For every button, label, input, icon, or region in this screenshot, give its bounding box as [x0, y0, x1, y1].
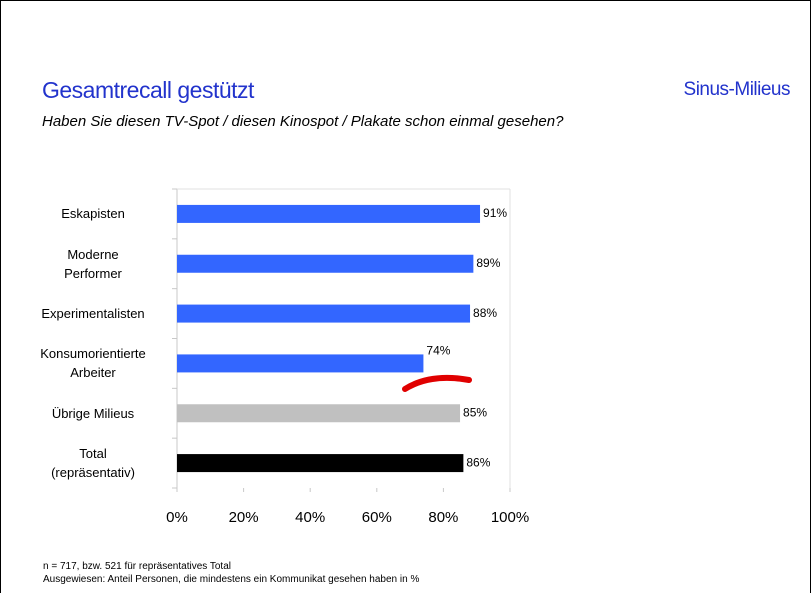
footnote: Ausgewiesen: Anteil Personen, die mindes…	[43, 574, 420, 585]
brand: Sinus-Milieus	[683, 79, 791, 100]
y-tick-label: Konsumorientierte Arbeiter	[40, 346, 146, 381]
footnote: n = 717, bzw. 521 für repräsentatives To…	[43, 561, 231, 572]
value-label: 74%	[426, 344, 450, 358]
bar	[177, 254, 474, 273]
value-label: 85%	[463, 405, 487, 419]
y-tick-label: Experimentalisten	[41, 306, 145, 322]
bar	[177, 354, 424, 373]
y-tick-label: Moderne Performer	[64, 246, 122, 281]
x-tick-label: 0%	[166, 509, 188, 526]
x-tick-label: 20%	[229, 509, 259, 526]
y-tick-label: Total (repräsentativ)	[51, 446, 135, 481]
bar	[177, 404, 461, 423]
subtitle: Haben Sie diesen TV-Spot / diesen Kinosp…	[42, 113, 564, 130]
bar	[177, 204, 481, 223]
x-tick-label: 40%	[295, 509, 325, 526]
chart-title: Gesamtrecall gestützt	[42, 77, 254, 103]
x-tick-label: 80%	[428, 509, 458, 526]
y-tick-label: Übrige Milieus	[51, 405, 135, 421]
x-tick-label: 100%	[491, 509, 529, 526]
bar	[177, 454, 464, 473]
y-tick-label: Eskapisten	[61, 206, 125, 222]
x-tick-label: 60%	[362, 509, 392, 526]
value-label: 88%	[473, 306, 497, 320]
value-label: 89%	[476, 256, 500, 270]
value-label: 86%	[466, 455, 490, 469]
value-label: 91%	[483, 206, 507, 220]
bar	[177, 304, 471, 323]
annotation-stroke	[402, 374, 472, 392]
